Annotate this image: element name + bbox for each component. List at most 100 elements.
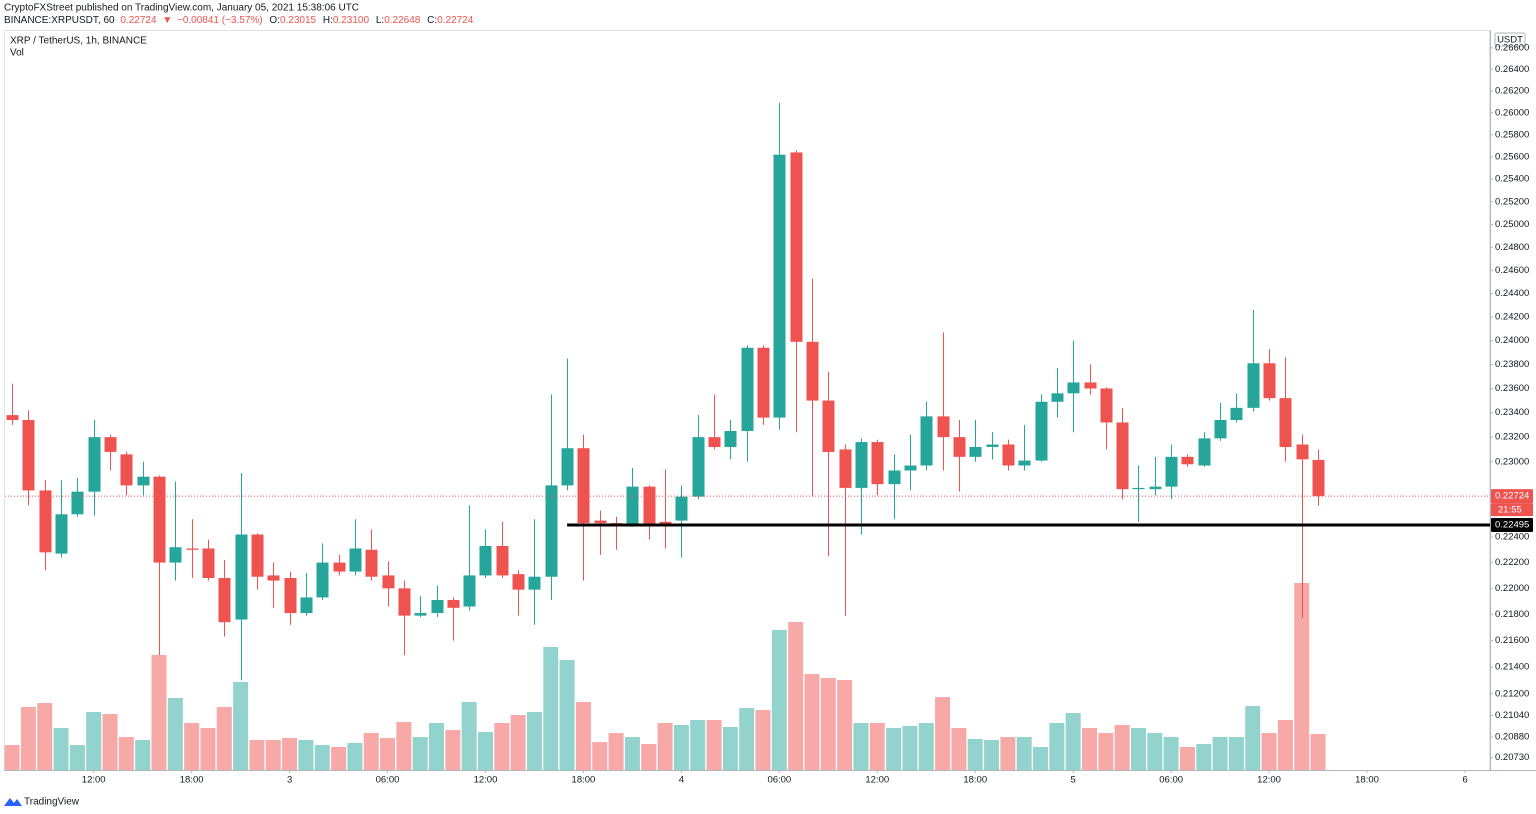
volume-bar [298,740,314,770]
volume-bar [1212,737,1228,770]
y-tick-label: 0.25800 [1495,129,1529,140]
x-tick-label: 18:00 [963,775,987,786]
candle-body [1263,363,1276,399]
volume-bar [265,740,281,770]
candle-body [1149,486,1162,490]
volume-bar [102,714,118,770]
candle-body [1051,393,1064,402]
volume-bar [363,733,379,770]
candle-body [1181,456,1194,465]
volume-bar [853,723,869,770]
candle-body [741,347,754,432]
volume-legend: Vol [10,48,24,59]
volume-bar [820,678,836,770]
ohlc-label: O: [269,15,280,26]
candle-body [1296,444,1309,460]
candle-body [969,446,982,457]
ohlc-value: 0.23015 [280,15,317,26]
last-price-badge [1491,489,1533,504]
candle-body [773,154,786,418]
y-tick-label: 0.26200 [1495,85,1529,96]
volume-bar [935,697,951,770]
volume-bar [1147,733,1163,770]
volume-bar [69,745,85,770]
candle-body [757,347,770,418]
x-tick-label: 12:00 [865,775,889,786]
candle-body [643,486,656,525]
symbol-line: BINANCE:XRPUSDT, 60 0.22724 ▼ −0.00841 (… [4,15,474,26]
candle-body [839,449,852,488]
candle-body [855,442,868,488]
candle-body [6,415,19,421]
candle-body [333,562,346,572]
candle-body [904,465,917,471]
candle-body [120,454,133,486]
volume-bar [37,703,53,770]
x-tick-label: 18:00 [180,775,204,786]
candle-body [55,514,68,554]
volume-bar [1098,733,1114,770]
countdown-badge [1491,503,1533,517]
candle-body [1100,388,1113,423]
candle-body [398,588,411,616]
volume-bar [608,733,624,770]
candle-body [675,496,688,521]
marks: 0.26600 0.26400 0.26200 0.26000 0.25800 0.256… [4,30,1536,786]
candle-body [137,476,150,486]
volume-bar [722,727,738,770]
volume-bar [690,720,706,770]
volume-bar [559,660,575,770]
candle-body [1198,438,1211,466]
ohlc-label: H: [323,15,333,26]
candle-body [382,575,395,589]
candle-body [414,613,427,616]
candle-body [790,152,803,342]
y-tick-label: 0.25600 [1495,151,1529,162]
candle-body [284,578,297,614]
volume-bar [575,702,591,770]
candle-body [1214,420,1227,439]
currency-box [1494,32,1526,47]
direction: ▼ [162,15,172,26]
candle-body [202,548,215,579]
candle-body [1279,398,1292,447]
candle-body [88,437,101,492]
x-tick-label: 18:00 [1355,775,1379,786]
x-tick-label: 06:00 [1159,775,1183,786]
volume-bar [233,682,249,770]
x-tick-label: 12:00 [474,775,498,786]
candle-body [300,597,313,614]
candle-body [479,545,492,576]
y-tick-label: 0.21800 [1495,609,1529,620]
volume-bar [902,726,918,770]
volume-bar [755,710,771,770]
volume-bar [445,730,461,770]
volume-bar [1196,744,1212,770]
volume-bar [167,698,183,770]
candle-body [577,448,590,524]
volume-bar [1163,737,1179,770]
ohlc-label: L: [376,15,384,26]
volume-bar [543,647,559,770]
candle-body [39,490,52,553]
publisher-line: CryptoFXStreet published on TradingView.… [4,3,359,14]
candle-body [986,444,999,447]
brand-logo [4,798,22,806]
candle-body [1312,459,1325,497]
volume-bar [1277,720,1293,770]
candle-body [71,491,84,515]
volume-bar [1294,583,1310,770]
candle-body [545,485,558,577]
candle-body [1132,487,1145,490]
volume-bar [951,728,967,770]
countdown-label: 21:55 [1498,505,1522,516]
candle-body [447,600,460,608]
ohlc-value: 0.22724 [437,15,474,26]
volume-bar [967,739,983,770]
candle-body [22,420,35,491]
volume-bar [1000,737,1016,770]
y-tick-label: 0.24200 [1495,312,1529,323]
candle-body [463,575,476,607]
volume-bar [706,720,722,770]
candle-body [267,575,280,581]
